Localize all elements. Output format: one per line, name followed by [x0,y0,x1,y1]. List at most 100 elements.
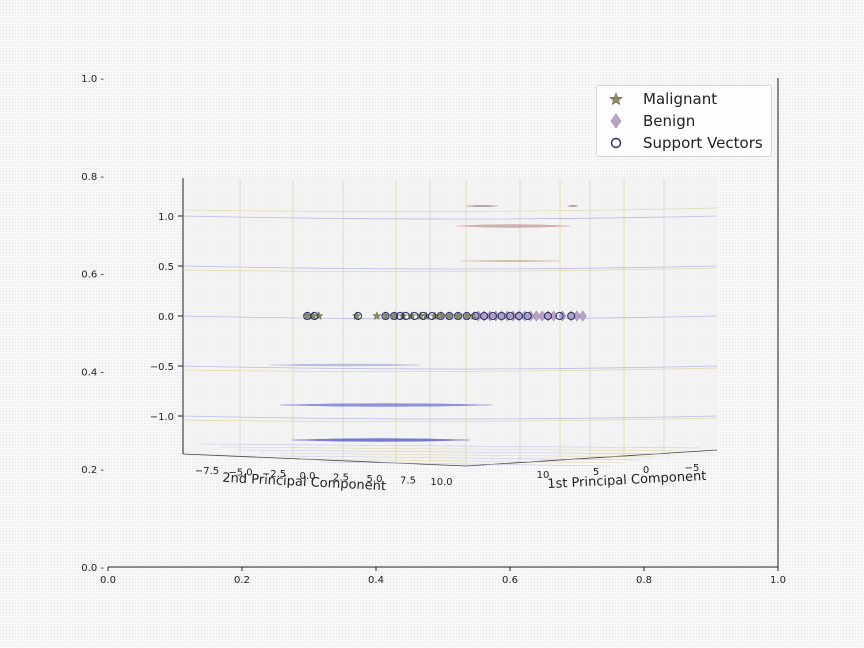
z-tick-label: −0.5 [150,362,174,373]
z-grid-line [182,215,718,220]
legend-label: Support Vectors [643,134,763,152]
benign-point [578,310,587,322]
benign-point [497,310,506,322]
support-vector-point [401,311,410,321]
y-tick-label-3d: −5.0 [228,468,252,479]
floor-grid-line [219,446,686,452]
outer-axes: 0.0 0.2 0.4 0.6 0.8 1.0 0.0 - 0.2 - 0.4 - 0.6 - 0.… [81,74,786,586]
floor-grid-line [319,461,611,467]
outer-x-tick-label: 1.0 [770,575,786,586]
malignant-point [314,311,324,320]
pane-grid-line [182,367,718,372]
support-vector-point [514,311,524,321]
floor-grid-line [299,458,626,464]
benign-point [558,310,567,322]
support-vector-point [523,311,532,321]
outer-y-tick-label: 0.2 - [81,465,104,476]
support-vector-point [395,311,405,321]
legend-item-benign: Benign [607,111,695,131]
outer-x-tick-label: 0.6 [502,575,518,586]
benign-point [567,310,576,322]
z-tick-label: 1.0 [158,212,174,223]
floor-grid-line [199,443,701,449]
z-tick-label: −1.0 [150,412,174,423]
outer-y-tick-label: 0.4 - [81,367,104,378]
z-grid-line [182,415,718,420]
benign-point [544,310,552,322]
decision-surface-contour [566,204,580,208]
outer-y-tick-label: 0.6 - [81,270,104,281]
data-points [302,310,587,322]
x-tick-label-3d: 0 [643,465,649,476]
y-tick-label-3d: −7.5 [195,466,219,477]
support-vector-point [390,311,399,321]
support-vector-point [410,311,419,321]
outer-x-tick-label: 0.4 [368,575,384,586]
grid-3d: −1.0 −0.5 0.0 0.5 1.0 −7.5 −5.0 −2.5 0.0 2.5 5.0 7.… [150,178,718,488]
floor-grid-line [259,452,656,458]
benign-point [480,310,489,322]
x-tick-label-3d: 10 [537,470,550,481]
decision-surfaces [269,204,580,442]
decision-surface-contour [291,438,471,442]
benign-point [532,310,541,322]
z-grid-line [182,315,718,320]
malignant-point [372,311,382,320]
decision-surface-contour [455,224,571,228]
y-tick-label-3d: 5.0 [367,474,383,485]
support-vector-point [555,311,564,321]
support-vector-point [353,311,363,321]
support-vector-point [419,311,428,321]
floor-grid-line [279,455,641,461]
pane-3d [183,176,717,466]
outer-y-tick-label: 1.0 - [81,74,104,85]
support-vector-point [497,311,506,321]
support-vector-point [445,311,454,321]
floor-grid-line [239,449,671,455]
support-vector-point [453,311,463,321]
support-vector-point [506,311,515,321]
pane-grid-line [182,267,718,272]
support-vector-point [488,311,497,321]
benign-point [515,310,523,322]
diamond-marker-icon [607,113,625,129]
x-tick-label-3d: 5 [593,467,599,478]
y-tick-label-3d: 10.0 [430,477,452,488]
support-vector-point [436,311,445,321]
support-vector-point [471,311,480,321]
decision-surface-contour [269,363,421,367]
support-vector-point [462,311,471,321]
pane-grid-line [182,207,718,212]
z-tick-label: 0.0 [158,312,174,323]
outer-x-tick-label: 0.8 [636,575,652,586]
circle-marker-icon [607,136,625,150]
pane-grid-line [182,417,718,422]
legend-label: Benign [643,112,696,130]
legend-item-malignant: Malignant [607,89,717,109]
decision-surface-contour [459,259,561,263]
support-vector-point [567,311,576,321]
legend-label: Malignant [643,90,718,108]
z-grid-line [182,265,718,270]
legend-item-support-vectors: Support Vectors [607,133,763,153]
y-tick-label-3d: 0.0 [300,471,316,482]
support-vector-point [381,311,390,321]
decision-surface-contour [465,204,499,208]
outer-x-tick-label: 0.0 [100,575,116,586]
outer-y-tick-label: 0.8 - [81,172,104,183]
y-tick-label-3d: 7.5 [400,476,416,487]
decision-surface-contour [279,403,493,407]
z-grid-line [182,365,718,370]
support-vector-point [310,311,319,321]
support-vector-point [427,311,437,321]
outer-x-tick-label: 0.2 [234,575,250,586]
support-vector-point [543,311,553,321]
support-vector-point [479,311,489,321]
z-tick-label: 0.5 [158,262,174,273]
y-tick-label-3d: −2.5 [262,469,286,480]
x-tick-label-3d: −5 [685,463,700,474]
outer-y-tick-label: 0.0 - [81,563,104,574]
star-marker-icon [607,92,625,106]
legend: Malignant Benign Support Vectors [596,85,772,157]
benign-point [526,310,535,322]
